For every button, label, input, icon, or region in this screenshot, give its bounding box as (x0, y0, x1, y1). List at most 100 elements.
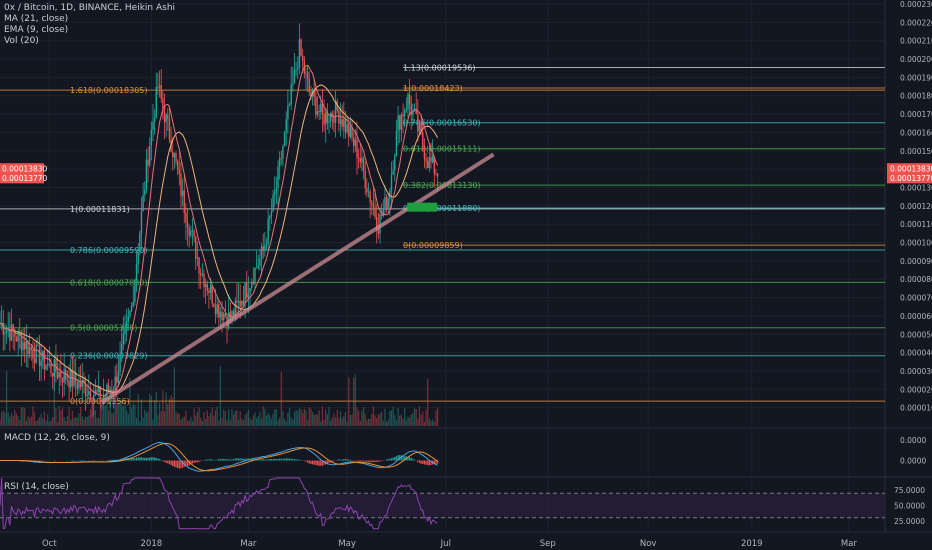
volume-bar (349, 414, 351, 426)
candle-body (387, 198, 389, 210)
volume-bar (367, 418, 370, 426)
volume-indicator-label[interactable]: Vol (20) (4, 36, 39, 46)
volume-bar (389, 410, 391, 426)
volume-bar (157, 415, 159, 426)
candle-body (283, 131, 286, 147)
candle-body (119, 353, 121, 372)
macd-hist-bar (160, 459, 162, 461)
volume-bar (290, 417, 292, 426)
candle-body (325, 112, 327, 125)
candle-body (173, 153, 176, 158)
candle-body (4, 332, 6, 335)
chart-legend: 0x / Bitcoin, 1D, BINANCE, Heikin Ashi M… (4, 3, 175, 47)
candle-body (418, 124, 421, 132)
price-badge (887, 163, 932, 175)
candle-body (112, 389, 115, 392)
macd-hist-bar (269, 459, 271, 461)
volume-bar (162, 390, 164, 426)
fib-level-label: 1.618(0.00018305) (70, 86, 148, 95)
volume-bar (94, 410, 97, 426)
time-tick-label: Jul (440, 539, 451, 549)
candle-body (48, 363, 51, 365)
left-price-badge-label: 0.00013770 (2, 174, 48, 183)
price-tick-label: 0.00010000 (900, 239, 932, 248)
candle-body (288, 103, 291, 107)
candle-body (264, 245, 266, 252)
candle-body (122, 334, 125, 344)
volume-bar (305, 410, 307, 426)
macd-hist-bar (244, 458, 246, 461)
fib-level-label: 0(0.00009859) (403, 241, 463, 250)
volume-bar (175, 411, 177, 426)
rsi-pane-label[interactable]: RSI (14, close) (4, 482, 69, 492)
candle-body (73, 372, 75, 386)
volume-bar (178, 413, 180, 426)
volume-bar (409, 417, 411, 426)
candle-body (45, 365, 47, 370)
volume-bar (325, 409, 327, 426)
volume-bar (394, 415, 396, 426)
volume-bar (122, 406, 124, 426)
candle-body (35, 344, 37, 363)
candle-body (214, 306, 217, 315)
candle-body (60, 371, 62, 378)
candle-body (435, 173, 437, 175)
volume-bar (328, 406, 330, 426)
price-tick-label: 0.00012000 (900, 202, 932, 211)
ma-indicator-label[interactable]: MA (21, close) (4, 14, 69, 24)
macd-hist-bar (348, 459, 350, 461)
volume-bar (298, 408, 300, 426)
candle-body (343, 119, 345, 127)
candle-body (316, 111, 319, 115)
candle-body (377, 229, 380, 234)
candle-body (362, 158, 365, 172)
candle-body (260, 246, 263, 259)
volume-bar (73, 418, 75, 426)
candle-body (203, 273, 205, 287)
candle-body (420, 124, 422, 133)
candle-body (348, 124, 350, 137)
macd-hist-bar (224, 458, 226, 461)
volume-bar (282, 411, 284, 426)
candle-body (389, 190, 391, 199)
time-tick-label: Mar (240, 539, 257, 549)
volume-bar (283, 419, 286, 426)
volume-bar (361, 411, 363, 426)
volume-bar (48, 421, 50, 426)
macd-hist-bar (283, 458, 286, 461)
candle-body (399, 115, 401, 130)
left-price-badge-label: 0.00013830 (2, 165, 48, 174)
candle-body (198, 257, 200, 274)
candle-body (22, 342, 24, 351)
fib-level-label: 0.236(0.00011880) (403, 204, 481, 213)
macd-hist-bar (377, 460, 379, 462)
macd-pane-label[interactable]: MACD (12, 26, close, 9) (4, 433, 110, 443)
volume-bars (0, 366, 439, 426)
candle-body (408, 94, 411, 105)
candle-body (306, 72, 309, 79)
volume-bar (239, 411, 241, 426)
macd-hist-bar (154, 457, 156, 461)
volume-bar (285, 421, 287, 426)
macd-hist-bar (394, 457, 396, 461)
candle-body (367, 191, 370, 193)
candle-body (244, 283, 246, 304)
volume-bar (38, 417, 41, 426)
macd-hist-bar (300, 459, 302, 461)
macd-hist-bar (111, 459, 113, 461)
volume-bar (109, 401, 111, 426)
price-tick-label: 0.00019000 (900, 73, 932, 82)
candle-body (269, 216, 271, 219)
symbol-title[interactable]: 0x / Bitcoin, 1D, BINANCE, Heikin Ashi (4, 3, 176, 13)
volume-bar (17, 415, 19, 426)
volume-bar (336, 409, 338, 426)
macd-hist-bar (423, 460, 426, 465)
ema-indicator-label[interactable]: EMA (9, close) (4, 25, 69, 35)
volume-bar (272, 413, 274, 426)
candle-body (129, 311, 131, 317)
macd-hist-bar (157, 458, 159, 461)
candle-body (127, 316, 130, 322)
candle-body (359, 157, 361, 163)
volume-bar (397, 408, 399, 426)
